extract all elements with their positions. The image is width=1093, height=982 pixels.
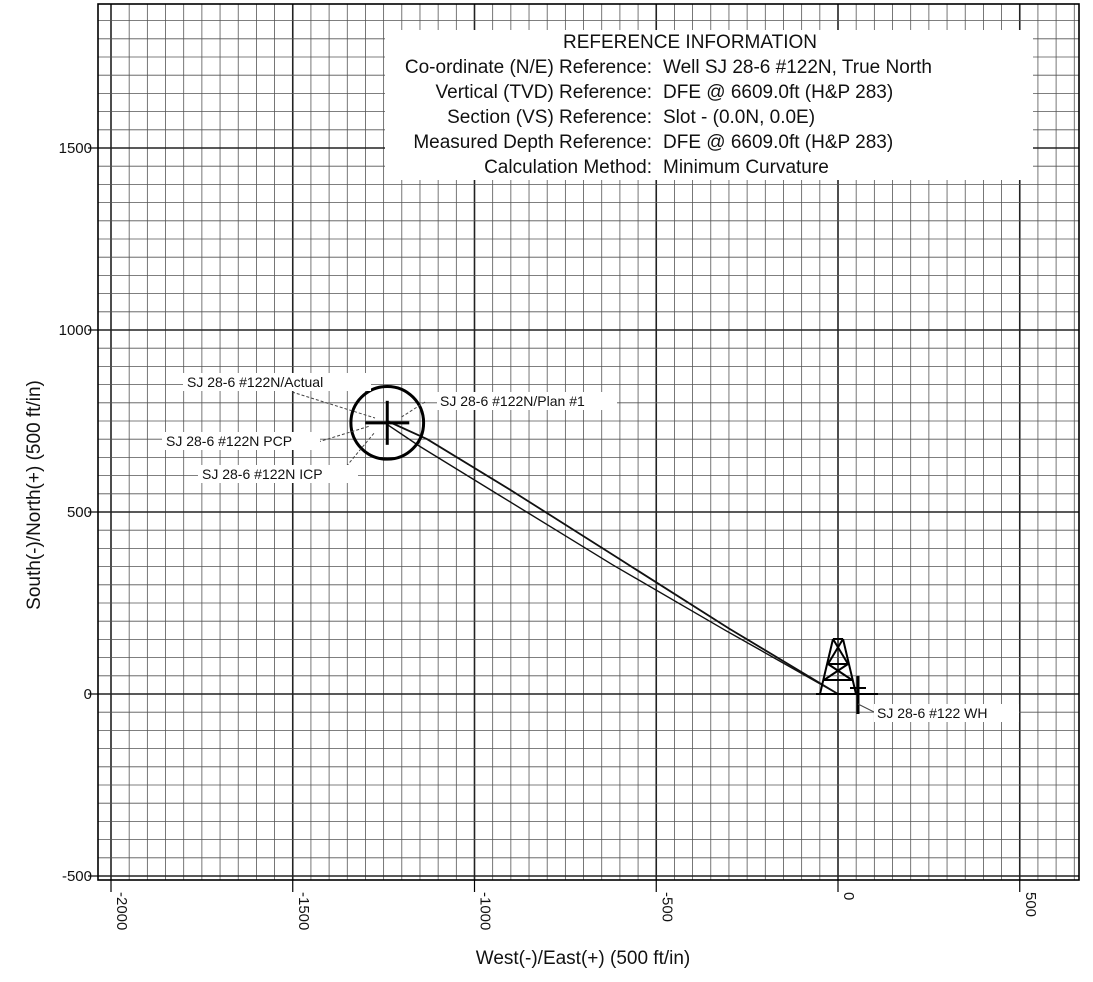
rig-strut — [827, 663, 853, 681]
annotation-plan: SJ 28-6 #122N/Plan #1 — [440, 393, 585, 409]
label-backdrop-icp — [198, 465, 358, 483]
x-axis-label: West(-)/East(+) (500 ft/in) — [476, 948, 691, 969]
x-tick-label: -1500 — [295, 892, 312, 930]
leader-icp — [339, 431, 376, 475]
reference-value-vertical: DFE @ 6609.0ft (H&P 283) — [663, 82, 893, 103]
x-tick-label: 500 — [1022, 892, 1039, 917]
reference-label-vertical: Vertical (TVD) Reference: — [436, 82, 652, 103]
y-tick-label: 1500 — [59, 140, 92, 157]
drilling-rig-icon — [816, 638, 878, 695]
annotation-labels: SJ 28-6 #122N/Actual SJ 28-6 #122N/Plan … — [162, 373, 1019, 722]
label-backdrop-actual — [183, 373, 371, 391]
reference-label-section: Section (VS) Reference: — [447, 107, 652, 128]
x-tick-label: -2000 — [113, 892, 130, 930]
x-tick-label: -500 — [658, 892, 675, 922]
reference-value-measured-depth: DFE @ 6609.0ft (H&P 283) — [663, 132, 893, 153]
y-tick-label: 1000 — [59, 322, 92, 339]
annotation-actual: SJ 28-6 #122N/Actual — [187, 374, 323, 390]
x-tick-label: 0 — [840, 892, 857, 900]
reference-value-coordinate: Well SJ 28-6 #122N, True North — [663, 57, 932, 78]
reference-information: REFERENCE INFORMATION Co-ordinate (N/E) … — [385, 30, 1033, 180]
label-backdrop-plan — [437, 392, 617, 410]
rig-strut — [827, 638, 844, 665]
y-tick-label: 500 — [67, 504, 92, 521]
reference-label-calculation: Calculation Method: — [484, 157, 652, 178]
leader-actual — [291, 391, 376, 419]
y-tick-label: -500 — [62, 868, 92, 885]
tick-labels: -2000 -1500 -1000 -500 0 500 -500 0 500 1000 1500 — [59, 140, 1039, 930]
reference-label-measured-depth: Measured Depth Reference: — [413, 132, 652, 153]
reference-value-section: Slot - (0.0N, 0.0E) — [663, 107, 815, 128]
label-backdrop-pcp — [162, 432, 320, 450]
rig-strut — [842, 638, 857, 695]
y-tick-label: 0 — [84, 686, 92, 703]
annotation-icp: SJ 28-6 #122N ICP — [202, 466, 323, 482]
x-tick-label: -1000 — [477, 892, 494, 930]
series-line-plan — [386, 424, 839, 695]
leader-pcp — [317, 425, 371, 443]
rig-strut — [823, 663, 849, 681]
target-circle — [349, 384, 426, 461]
leader-wh — [857, 703, 875, 713]
reference-info-backdrop — [385, 30, 1033, 180]
markers — [349, 384, 878, 714]
label-backdrop-wh — [874, 704, 1019, 722]
annotation-pcp: SJ 28-6 #122N PCP — [166, 433, 292, 449]
annotation-wh: SJ 28-6 #122 WH — [877, 705, 988, 721]
axes — [88, 3, 1080, 892]
y-axis-label: South(-)/North(+) (500 ft/in) — [24, 380, 45, 610]
reference-value-calculation: Minimum Curvature — [663, 157, 829, 178]
plot-frame — [97, 3, 1080, 881]
reference-info-title: REFERENCE INFORMATION — [563, 32, 817, 53]
rig-strut — [832, 638, 849, 665]
reference-label-coordinate: Co-ordinate (N/E) Reference: — [405, 57, 652, 78]
rig-strut — [819, 638, 834, 695]
